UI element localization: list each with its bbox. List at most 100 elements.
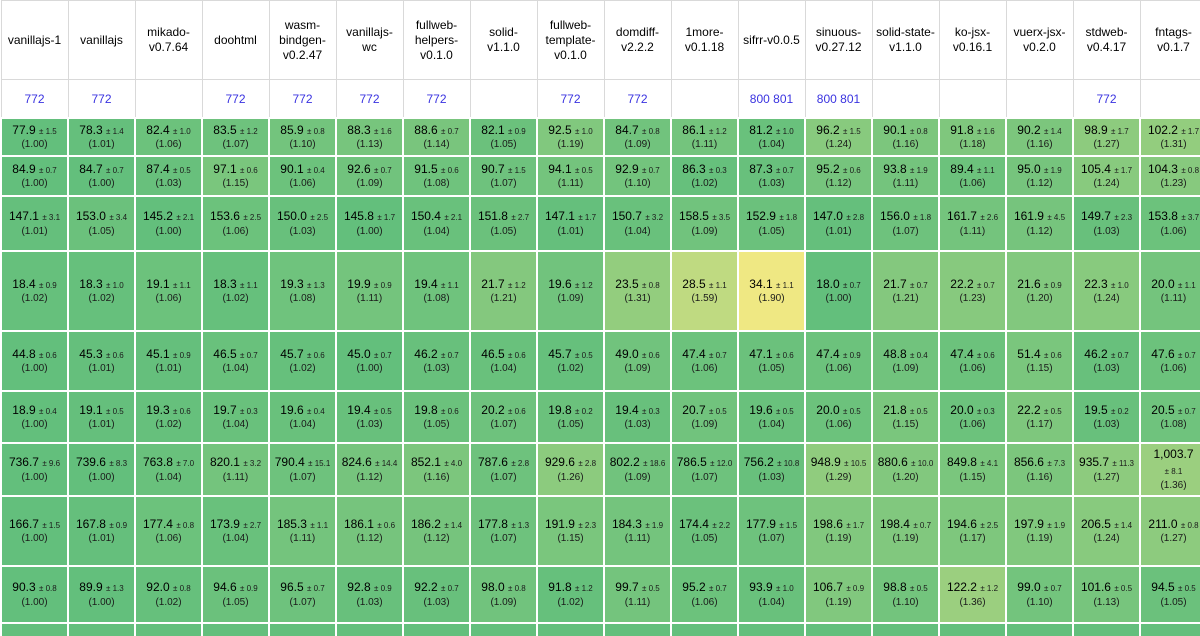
benchmark-slowdown-factor: (1.01) xyxy=(88,419,115,431)
benchmark-slowdown-factor: (1.05) xyxy=(758,225,785,237)
benchmark-value: 786.5 ± 12.0 xyxy=(676,455,733,470)
benchmark-error-margin: ± 1.7 xyxy=(578,213,597,223)
benchmark-error-margin: ± 1.0 xyxy=(1110,280,1129,290)
benchmark-error-margin: ± 0.7 xyxy=(1177,350,1196,360)
benchmark-error-margin: ± 2.1 xyxy=(444,213,463,223)
issue-link[interactable]: 772 xyxy=(91,91,112,106)
benchmark-cell: 19.6 ± 0.4 (1.04) xyxy=(268,390,337,444)
issue-link[interactable]: 772 xyxy=(426,91,447,106)
issue-link[interactable]: 772 xyxy=(359,91,380,106)
benchmark-row: 736.7 ± 9.6 (1.00) 739.6 ± 8.3 (1.00) 763.8 … xyxy=(0,442,1200,497)
benchmark-slowdown-factor: (1.00) xyxy=(21,471,48,483)
benchmark-slowdown-factor: (1.11) xyxy=(557,178,584,190)
benchmark-slowdown-factor: (1.06) xyxy=(1160,225,1187,237)
benchmark-value: 145.8 ± 1.7 xyxy=(343,209,396,224)
issue-link[interactable]: 800 xyxy=(816,91,837,106)
issue-link[interactable]: 772 xyxy=(225,91,246,106)
benchmark-slowdown-factor: (1.01) xyxy=(21,225,48,237)
benchmark-slowdown-factor: (1.31) xyxy=(1160,139,1187,151)
benchmark-value: 147.1 ± 3.1 xyxy=(8,209,61,224)
benchmark-error-margin: ± 1.2 xyxy=(980,584,999,594)
benchmark-value: 150.4 ± 2.1 xyxy=(410,209,463,224)
benchmark-value: 19.3 ± 0.6 xyxy=(146,402,191,417)
benchmark-error-margin: ± 4.5 xyxy=(1047,213,1066,223)
benchmark-value: 151.8 ± 2.7 xyxy=(477,209,530,224)
benchmark-slowdown-factor: (1.10) xyxy=(892,596,919,608)
benchmark-value: 92.9 ± 0.7 xyxy=(615,161,660,176)
benchmark-value: 81.2 ± 1.0 xyxy=(749,122,794,137)
benchmark-cell: 194.6 ± 2.5 (1.17) xyxy=(938,495,1007,567)
benchmark-slowdown-factor: (1.29) xyxy=(825,471,852,483)
benchmark-error-margin: ± 0.4 xyxy=(38,406,57,416)
issue-link-cell: 772 xyxy=(603,79,672,119)
benchmark-cell: 87.4 ± 0.5 (1.03) xyxy=(134,155,203,197)
benchmark-slowdown-factor: (1.00) xyxy=(356,225,383,237)
benchmark-data-body: 77.9 ± 1.5 (1.00) 78.3 ± 1.4 (1.01) 82.4 ± 1… xyxy=(0,117,1200,636)
issue-link[interactable]: 772 xyxy=(1096,91,1117,106)
issue-link[interactable]: 801 xyxy=(773,91,794,106)
benchmark-error-margin: ± 3.4 xyxy=(109,213,128,223)
benchmark-slowdown-factor: (1.15) xyxy=(557,533,584,545)
benchmark-cell: 20.5 ± 0.7 (1.08) xyxy=(1139,390,1200,444)
benchmark-error-margin: ± 1.7 xyxy=(377,213,396,223)
benchmark-cell: 929.6 ± 2.8 (1.26) xyxy=(536,442,605,497)
benchmark-slowdown-factor: (1.07) xyxy=(289,471,316,483)
issue-link[interactable]: 800 xyxy=(749,91,770,106)
benchmark-value: 19.1 ± 0.5 xyxy=(79,402,124,417)
issue-link[interactable]: 772 xyxy=(292,91,313,106)
benchmark-cell: 98.0 ± 0.8 (1.09) xyxy=(469,565,538,624)
benchmark-value: 91.8 ± 1.6 xyxy=(950,122,995,137)
benchmark-error-margin: ± 1.7 xyxy=(1181,126,1200,136)
benchmark-value: 90.7 ± 1.5 xyxy=(481,161,526,176)
issue-link[interactable]: 772 xyxy=(24,91,45,106)
benchmark-value: 191.9 ± 2.3 xyxy=(544,516,597,531)
column-header: solid-v1.1.0 xyxy=(469,0,538,80)
benchmark-cell: 81.2 ± 1.0 (1.04) xyxy=(737,117,806,157)
benchmark-slowdown-factor: (1.06) xyxy=(959,419,986,431)
benchmark-value: 150.0 ± 2.5 xyxy=(276,209,329,224)
benchmark-cell: 18.3 ± 1.1 (1.02) xyxy=(201,250,270,332)
benchmark-slowdown-factor: (1.07) xyxy=(289,596,316,608)
benchmark-slowdown-factor: (1.24) xyxy=(825,139,852,151)
benchmark-cell: 20.0 ± 1.1 (1.11) xyxy=(1139,250,1200,332)
benchmark-value: 20.7 ± 0.5 xyxy=(682,402,727,417)
benchmark-error-margin: ± 2.8 xyxy=(511,459,530,469)
benchmark-error-margin: ± 1.7 xyxy=(846,520,865,530)
benchmark-cell: 177.9 ± 1.5 (1.07) xyxy=(737,495,806,567)
benchmark-slowdown-factor: (1.02) xyxy=(691,178,718,190)
issue-link-cell: 772 xyxy=(1072,79,1141,119)
benchmark-cell: 820.1 ± 3.2 (1.11) xyxy=(201,442,270,497)
benchmark-cell: 786.5 ± 12.0 (1.07) xyxy=(670,442,739,497)
benchmark-value: 105.4 ± 1.7 xyxy=(1080,161,1133,176)
benchmark-slowdown-factor: (1.08) xyxy=(423,293,450,305)
benchmark-cell: 84.9 ± 0.7 (1.00) xyxy=(0,155,69,197)
issue-link[interactable]: 772 xyxy=(627,91,648,106)
issue-link[interactable]: 772 xyxy=(560,91,581,106)
benchmark-cell: 152.9 ± 1.8 (1.05) xyxy=(737,195,806,252)
benchmark-error-margin: ± 1.2 xyxy=(574,280,593,290)
column-header: mikado-v0.7.64 xyxy=(134,0,203,80)
benchmark-value: 145.2 ± 2.1 xyxy=(142,209,195,224)
benchmark-slowdown-factor: (1.17) xyxy=(959,533,986,545)
benchmark-error-margin: ± 0.7 xyxy=(105,165,124,175)
benchmark-error-margin: ± 0.5 xyxy=(842,406,861,416)
benchmark-error-margin: ± 0.7 xyxy=(1043,584,1062,594)
benchmark-error-margin: ± 1.4 xyxy=(105,126,124,136)
column-header: fntags-v0.1.7 xyxy=(1139,0,1200,80)
benchmark-value: 19.9 ± 0.9 xyxy=(347,276,392,291)
benchmark-error-margin: ± 1.2 xyxy=(708,126,727,136)
benchmark-cell: 90.1 ± 0.8 (1.16) xyxy=(871,117,940,157)
benchmark-cell: 147.1 ± 1.7 (1.01) xyxy=(536,195,605,252)
issue-link[interactable]: 801 xyxy=(840,91,861,106)
benchmark-error-margin: ± 1.5 xyxy=(842,126,861,136)
benchmark-error-margin: ± 0.9 xyxy=(109,520,128,530)
benchmark-slowdown-factor: (1.19) xyxy=(1026,533,1053,545)
benchmark-error-margin: ± 0.5 xyxy=(909,406,928,416)
benchmark-cell: 147.0 ± 2.8 (1.01) xyxy=(804,195,873,252)
benchmark-slowdown-factor: (1.05) xyxy=(490,225,517,237)
benchmark-error-margin: ± 14.4 xyxy=(375,459,398,469)
benchmark-cell: 856.6 ± 7.3 (1.16) xyxy=(1005,442,1074,497)
column-header: sifrr-v0.0.5 xyxy=(737,0,806,80)
benchmark-error-margin: ± 4.1 xyxy=(980,459,999,469)
benchmark-cell: 19.3 ± 1.3 (1.08) xyxy=(268,250,337,332)
